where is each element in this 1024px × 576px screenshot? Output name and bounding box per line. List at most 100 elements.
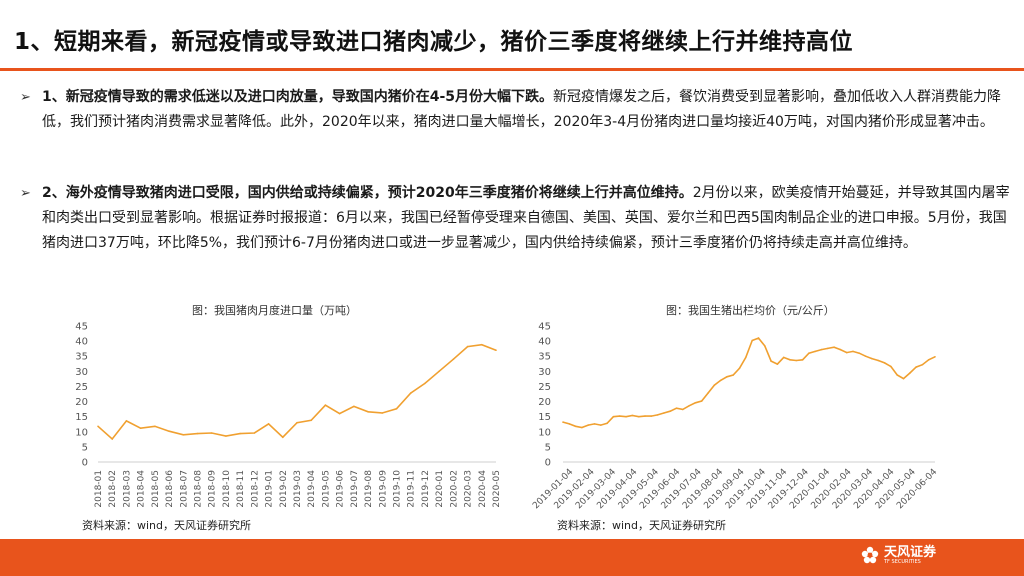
x-tick-label: 2018-02 [108, 470, 118, 508]
data-point [409, 392, 412, 394]
data-point [927, 359, 930, 361]
x-tick-label: 2018-07 [179, 470, 189, 508]
data-point [934, 356, 936, 358]
data-point [656, 414, 659, 416]
data-point [612, 415, 615, 418]
y-tick-label: 20 [538, 397, 551, 408]
x-tick-label: 2020-03 [464, 470, 474, 508]
x-tick-label: 2018-01 [94, 470, 104, 508]
bullet-2-bold: 2、海外疫情导致猪肉进口受限，国内供给或持续偏紧，预计2020年三季度猪价将继续… [42, 185, 693, 201]
x-tick-label: 2018-05 [151, 470, 161, 508]
data-point [593, 423, 596, 425]
data-point [845, 351, 848, 354]
hog-price-chart: 0510152025303540452019-01-042019-02-0420… [531, 322, 939, 512]
data-point [820, 348, 823, 351]
y-tick-label: 20 [75, 397, 88, 408]
data-point [310, 419, 313, 422]
data-point [267, 423, 270, 425]
y-tick-label: 35 [538, 352, 551, 363]
data-point [827, 347, 829, 350]
data-point [675, 407, 678, 409]
data-point [738, 367, 741, 370]
data-point [764, 345, 766, 347]
arrow-bullet-icon: ➢ [20, 186, 31, 201]
x-tick-label: 2018-03 [122, 470, 132, 508]
data-point [253, 432, 256, 434]
data-point [97, 425, 99, 428]
y-tick-label: 30 [538, 367, 551, 378]
data-point [663, 412, 665, 414]
x-tick-label: 2020-05 [492, 470, 502, 508]
data-point [839, 348, 842, 351]
data-point [481, 343, 483, 346]
x-tick-label: 2020-01 [435, 470, 445, 508]
footer-bar [0, 539, 1024, 576]
y-tick-label: 40 [75, 337, 88, 348]
data-point [618, 415, 621, 417]
series-line [97, 343, 497, 441]
data-point [495, 349, 497, 351]
data-point [757, 337, 760, 339]
data-point [808, 352, 810, 354]
x-tick-label: 2019-12 [421, 470, 431, 508]
data-point [581, 426, 583, 429]
data-point [726, 376, 728, 378]
data-point [644, 415, 646, 417]
data-point [154, 425, 156, 428]
flower-logo-icon [861, 546, 879, 564]
x-tick-label: 2019-09 [378, 470, 388, 508]
data-point [751, 339, 753, 342]
data-point [688, 405, 690, 407]
x-tick-label: 2018-04 [137, 470, 147, 508]
x-tick-label: 2019-07 [350, 470, 360, 508]
data-point [776, 363, 779, 365]
x-tick-label: 2019-05 [321, 470, 331, 508]
data-point [864, 355, 867, 357]
x-tick-label: 2019-08 [364, 470, 374, 508]
slide-title: 1、短期来看，新冠疫情或导致进口猪肉减少，猪价三季度将继续上行并维持高位 [14, 29, 854, 55]
data-point [631, 414, 634, 417]
title-rule [0, 68, 1024, 71]
bullet-1-bold: 1、新冠疫情导致的需求低迷以及进口肉放量，导致国内猪价在4-5月份大幅下跌。 [42, 89, 554, 105]
x-tick-label: 2020-02 [449, 470, 459, 508]
y-tick-label: 25 [75, 382, 88, 393]
data-point [182, 434, 185, 436]
data-point [282, 436, 284, 438]
y-tick-label: 25 [538, 382, 551, 393]
data-point [782, 356, 785, 359]
data-point [466, 345, 469, 348]
bullet-2: ➢ 2、海外疫情导致猪肉进口受限，国内供给或持续偏紧，预计2020年三季度猪价将… [20, 181, 1010, 256]
data-point [338, 412, 341, 415]
data-point [814, 350, 816, 353]
y-tick-label: 0 [82, 458, 88, 469]
y-tick-label: 0 [545, 458, 551, 469]
data-point [877, 359, 880, 362]
data-point [770, 360, 772, 362]
x-tick-label: 2019-02 [279, 470, 289, 508]
x-tick-label: 2018-10 [222, 470, 232, 508]
y-tick-label: 15 [75, 412, 88, 423]
y-tick-label: 10 [75, 427, 88, 438]
data-point [902, 377, 905, 380]
data-point [574, 425, 577, 428]
y-tick-label: 10 [538, 427, 551, 438]
company-logo: 天风证券 TF SECURITIES [860, 545, 936, 565]
x-tick-label: 2019-03 [293, 470, 303, 508]
data-point [424, 382, 426, 385]
data-point [890, 365, 892, 368]
data-point [225, 435, 227, 437]
chart-2-source: 资料来源：wind，天风证券研究所 [557, 519, 727, 532]
x-tick-label: 2018-09 [208, 470, 218, 508]
y-tick-label: 40 [538, 337, 551, 348]
data-point [239, 432, 241, 435]
data-point [562, 421, 564, 423]
chart-2-title: 图：我国生猪出栏均价（元/公斤） [666, 304, 835, 317]
data-point [801, 359, 804, 361]
chart-1-source: 资料来源：wind，天风证券研究所 [82, 519, 252, 532]
data-point [650, 415, 653, 417]
data-point [324, 404, 327, 406]
x-tick-label: 2019-10 [393, 470, 403, 508]
x-tick-label: 2018-06 [165, 470, 175, 508]
data-point [438, 370, 440, 373]
bullet-1-body: 新冠疫情爆发之后，餐饮消费受到显著影响，叠加低收入人群消费能力降低，我们预计猪肉… [42, 89, 1002, 130]
